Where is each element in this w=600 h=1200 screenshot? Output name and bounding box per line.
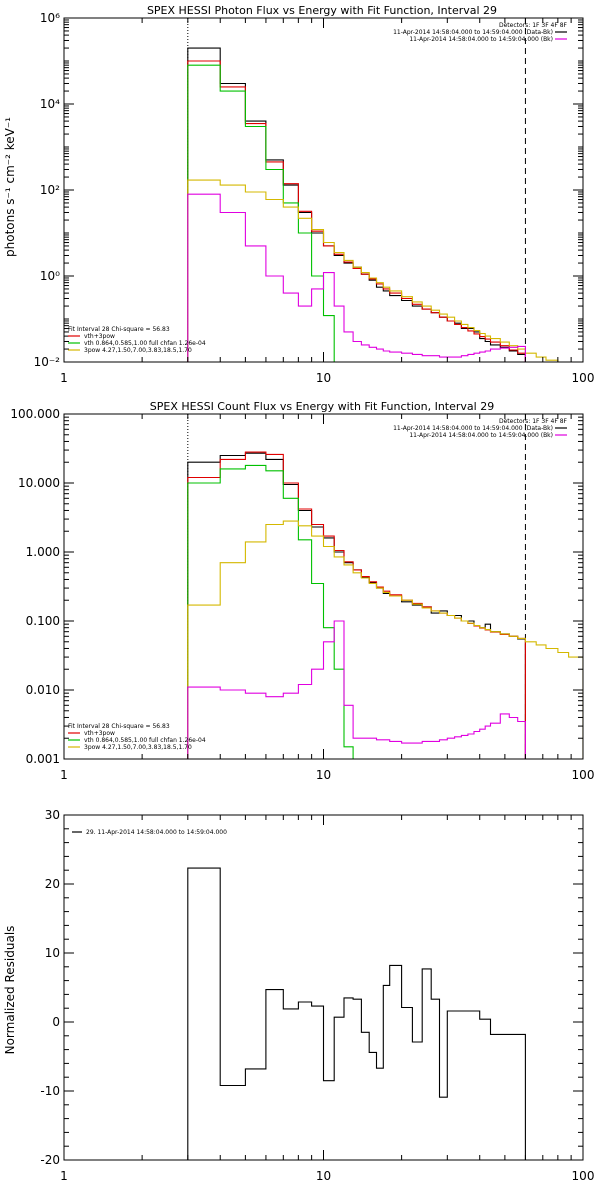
legend-entry-label: 11-Apr-2014 14:58:04.000 to 14:59:04.000… xyxy=(393,29,553,36)
series-line-3 xyxy=(187,520,583,759)
legend-entry-label: vth+3pow xyxy=(84,730,115,737)
legend-entry-label: vth+3pow xyxy=(84,333,115,340)
y-tick-label: 10⁴ xyxy=(40,97,60,111)
y-tick-label: 10⁶ xyxy=(40,11,60,25)
series-line-3 xyxy=(187,179,583,362)
residuals-panel: Normalized Residuals 1 10 100 -20 -10 0 10 20 30… xyxy=(3,808,594,1183)
count-flux-panel: SPEX HESSI Count Flux vs Energy with Fit… xyxy=(10,400,594,782)
x-tick-label: 10 xyxy=(316,1169,331,1183)
y-tick-label: 10⁰ xyxy=(40,269,60,283)
legend-entry-label: 11-Apr-2014 14:58:04.000 to 14:59:04.000… xyxy=(409,432,553,439)
legend-bottom: Fit Interval 28 Chi-square = 56.83vth+3p… xyxy=(68,326,206,354)
y-tick-label: 100.000 xyxy=(10,407,60,421)
legend-entry-label: vth 0.864,0.585,1.00 full chfan 1.26e-04 xyxy=(84,340,206,347)
y-tick-label: 1.000 xyxy=(26,545,60,559)
legend-header: Fit Interval 28 Chi-square = 56.83 xyxy=(68,326,170,333)
series-line-0 xyxy=(187,867,526,1160)
y-axis-label: photons s⁻¹ cm⁻² keV⁻¹ xyxy=(3,117,17,257)
x-tick-label: 10 xyxy=(316,371,331,385)
plot-frame xyxy=(63,814,584,1161)
legend-entry-label: 11-Apr-2014 14:58:04.000 to 14:59:04.000… xyxy=(409,36,553,43)
x-tick-label: 1 xyxy=(60,1169,68,1183)
chart-title: SPEX HESSI Photon Flux vs Energy with Fi… xyxy=(147,4,497,17)
series-line-1 xyxy=(187,60,526,362)
legend-entry-label: 29. 11-Apr-2014 14:58:04.000 to 14:59:04… xyxy=(86,829,227,836)
series-line-2 xyxy=(187,64,354,362)
y-tick-label: 0 xyxy=(52,1015,60,1029)
x-tick-label: 100 xyxy=(572,768,595,782)
legend-entry-label: 3pow 4.27,1.50,7.00,3.83,18.5,1.70 xyxy=(84,347,192,354)
legend-header: Detectors: 1F 3F 4F 8F xyxy=(499,22,568,29)
photon-flux-panel: SPEX HESSI Photon Flux vs Energy with Fi… xyxy=(3,4,594,385)
legend-bottom: Fit Interval 28 Chi-square = 56.83vth+3p… xyxy=(68,723,206,751)
y-tick-label: 20 xyxy=(45,877,60,891)
y-tick-label: -20 xyxy=(40,1153,60,1167)
y-tick-label: 0.100 xyxy=(26,614,60,628)
series-line-0 xyxy=(187,452,526,759)
y-tick-label: 0.010 xyxy=(26,683,60,697)
legend-entry-label: vth 0.864,0.585,1.00 full chfan 1.26e-04 xyxy=(84,737,206,744)
y-tick-label: 10² xyxy=(40,183,60,197)
legend-header: Fit Interval 28 Chi-square = 56.83 xyxy=(68,723,170,730)
series-line-0 xyxy=(187,47,526,362)
series-line-1 xyxy=(187,451,526,759)
y-tick-label: 10⁻² xyxy=(34,355,61,369)
y-tick-label: 30 xyxy=(45,808,60,822)
series-line-4 xyxy=(187,193,526,362)
x-tick-label: 100 xyxy=(572,1169,595,1183)
legend-entry-label: 11-Apr-2014 14:58:04.000 to 14:59:04.000… xyxy=(393,425,553,432)
x-tick-label: 100 xyxy=(572,371,595,385)
series-line-2 xyxy=(187,464,362,759)
y-tick-label: 10 xyxy=(45,946,60,960)
y-axis-label: Normalized Residuals xyxy=(3,926,17,1055)
y-tick-label: 10.000 xyxy=(18,476,60,490)
chart-title: SPEX HESSI Count Flux vs Energy with Fit… xyxy=(150,400,494,413)
x-tick-label: 10 xyxy=(316,768,331,782)
y-tick-label: 0.001 xyxy=(26,752,60,766)
legend-top: 29. 11-Apr-2014 14:58:04.000 to 14:59:04… xyxy=(72,829,227,836)
series-line-4 xyxy=(187,620,526,759)
y-tick-label: -10 xyxy=(40,1084,60,1098)
x-tick-label: 1 xyxy=(60,371,68,385)
x-tick-label: 1 xyxy=(60,768,68,782)
legend-header: Detectors: 1F 3F 4F 8F xyxy=(499,418,568,425)
legend-entry-label: 3pow 4.27,1.50,7.00,3.83,18.5,1.70 xyxy=(84,744,192,751)
